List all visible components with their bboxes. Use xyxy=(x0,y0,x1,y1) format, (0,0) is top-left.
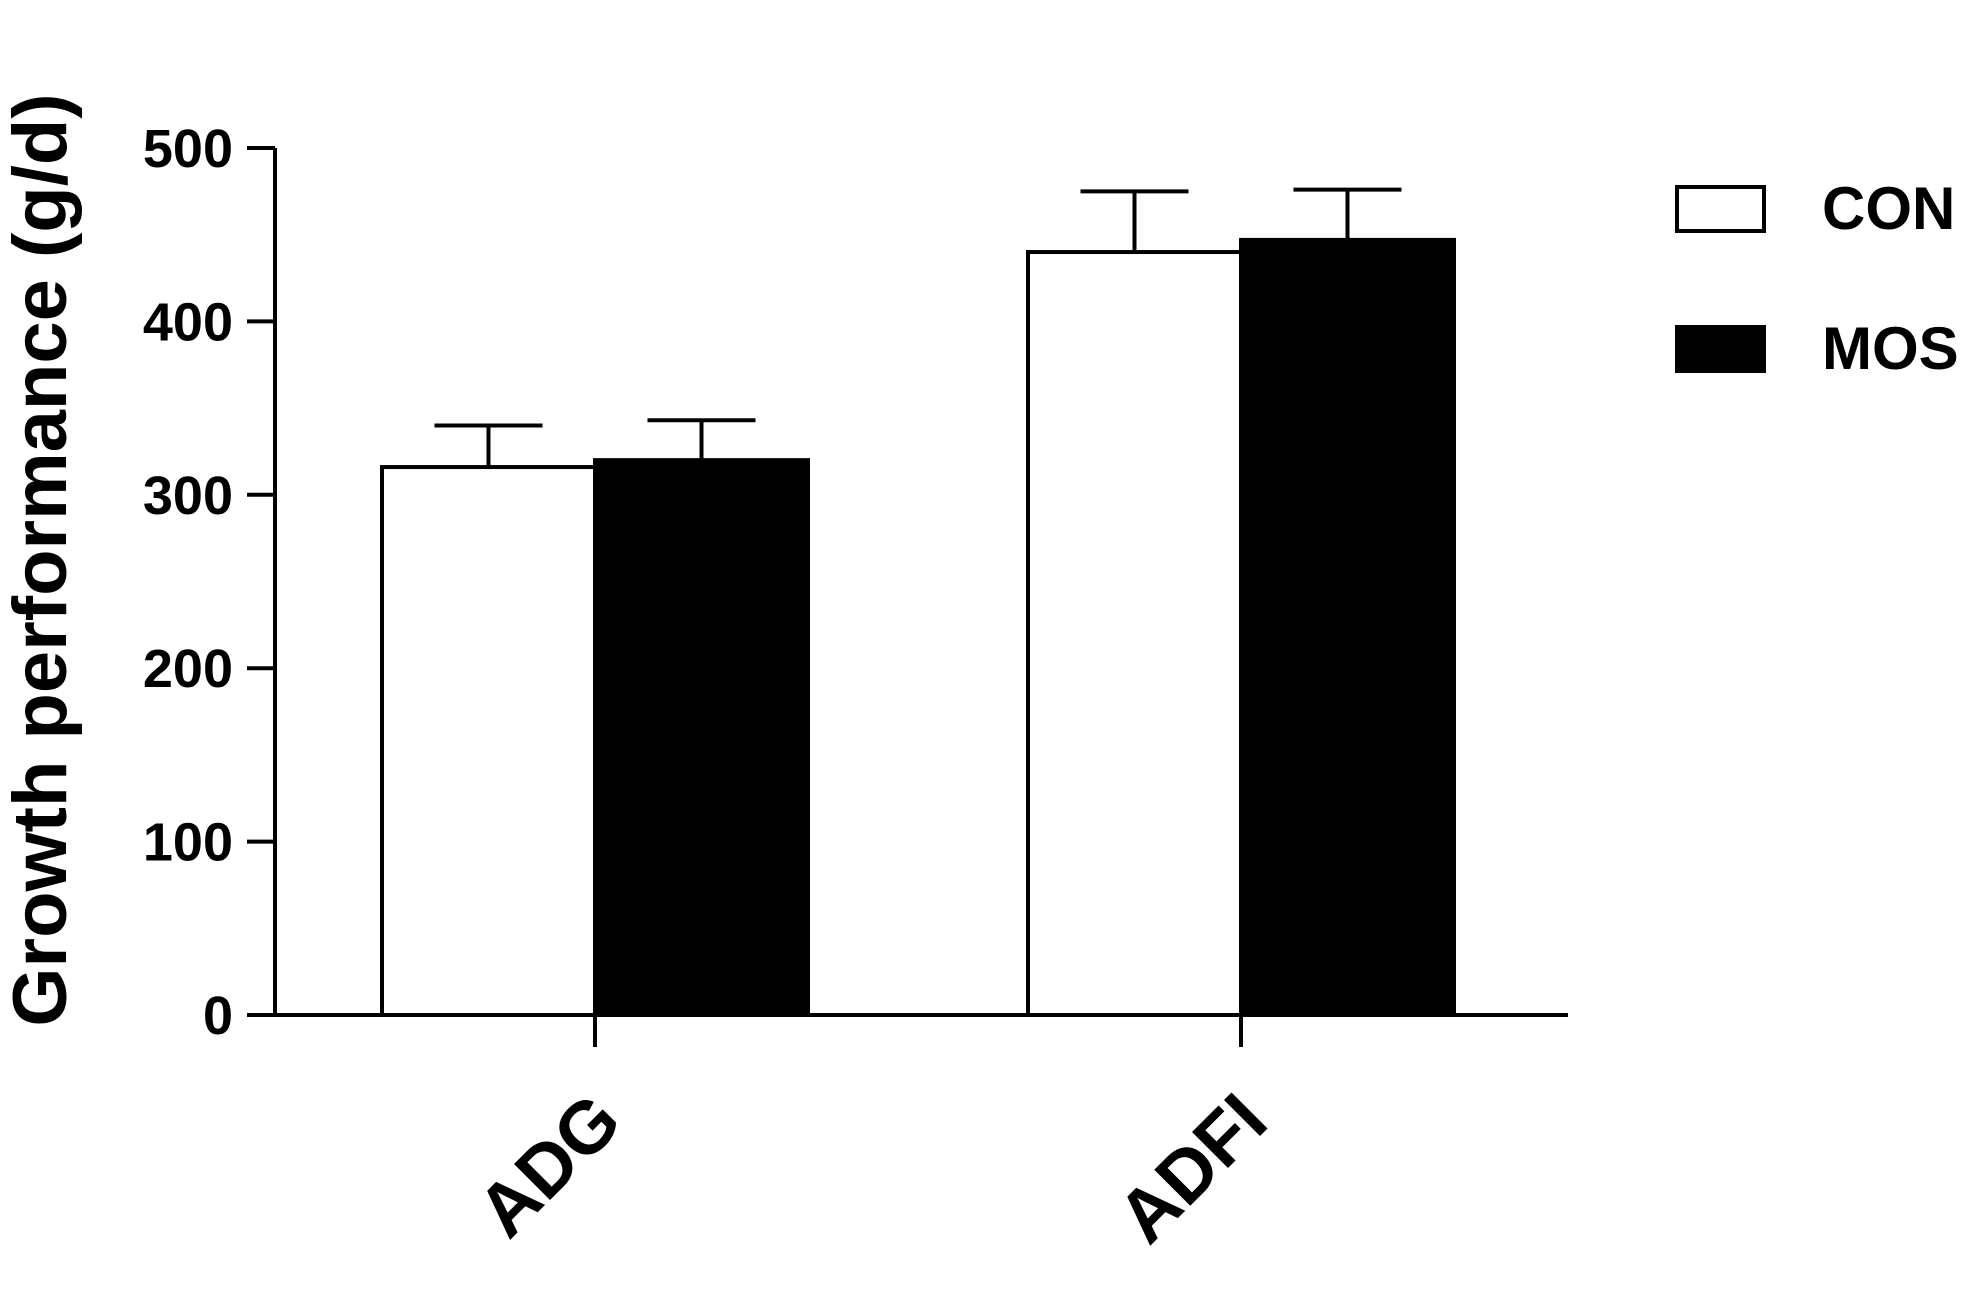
y-axis: 0 100 200 300 400 500 xyxy=(143,119,277,1046)
error-bars xyxy=(434,187,1402,468)
y-tick-label: 500 xyxy=(143,119,233,179)
y-tick-label: 400 xyxy=(143,292,233,352)
y-tick-label: 300 xyxy=(143,466,233,526)
y-axis-label: Growth performance (g/d) xyxy=(0,93,83,1026)
legend: CON MOS xyxy=(1675,175,1959,382)
y-tick-label: 100 xyxy=(143,813,233,873)
x-axis: ADG ADFI xyxy=(275,1013,1568,1259)
bar-adfi-con xyxy=(1026,250,1243,1018)
x-tick-label: ADFI xyxy=(1102,1078,1283,1259)
bar-adg-con xyxy=(380,465,597,1017)
legend-label-con: CON xyxy=(1822,175,1955,242)
bar-adg-mos xyxy=(593,458,810,1017)
x-tick-label: ADG xyxy=(461,1078,636,1253)
y-tick-label: 200 xyxy=(143,639,233,699)
bars xyxy=(380,237,1456,1018)
bar-adfi-mos xyxy=(1239,237,1456,1018)
y-tick-label: 0 xyxy=(203,986,233,1046)
legend-label-mos: MOS xyxy=(1822,315,1959,382)
legend-swatch-con xyxy=(1675,185,1766,233)
legend-swatch-mos xyxy=(1675,325,1766,373)
